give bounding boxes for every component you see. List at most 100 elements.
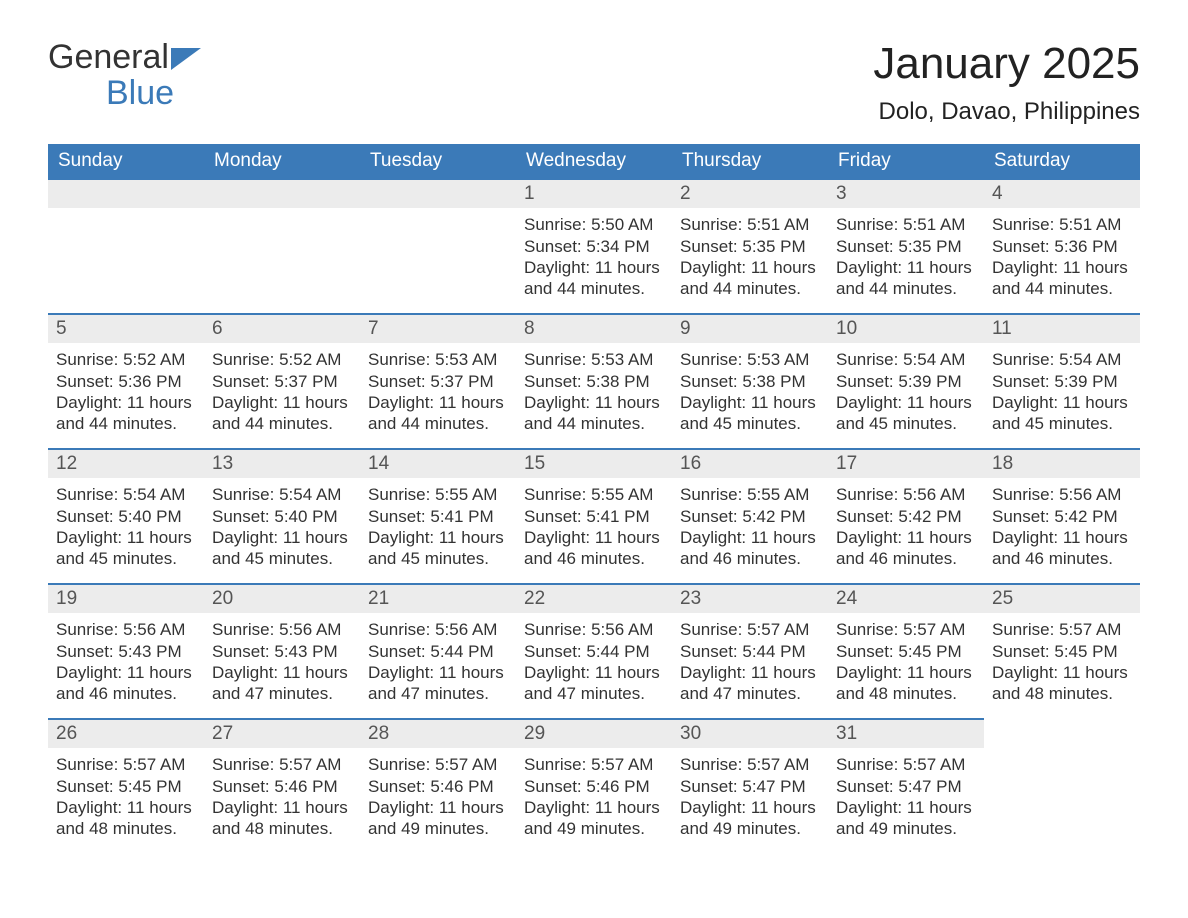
empty-day-strip bbox=[360, 180, 516, 208]
day-number: 27 bbox=[204, 720, 360, 748]
day-number: 25 bbox=[984, 585, 1140, 613]
calendar-day-cell: 4Sunrise: 5:51 AMSunset: 5:36 PMDaylight… bbox=[984, 179, 1140, 314]
day-details: Sunrise: 5:56 AMSunset: 5:43 PMDaylight:… bbox=[48, 613, 204, 718]
day-number: 10 bbox=[828, 315, 984, 343]
sunrise-line: Sunrise: 5:54 AM bbox=[992, 349, 1132, 370]
daylight-line: Daylight: 11 hours and 49 minutes. bbox=[368, 797, 508, 840]
calendar-table: SundayMondayTuesdayWednesdayThursdayFrid… bbox=[48, 144, 1140, 853]
calendar-day-cell: 1Sunrise: 5:50 AMSunset: 5:34 PMDaylight… bbox=[516, 179, 672, 314]
calendar-day-cell: 30Sunrise: 5:57 AMSunset: 5:47 PMDayligh… bbox=[672, 719, 828, 853]
calendar-empty-cell bbox=[984, 719, 1140, 853]
sunrise-line: Sunrise: 5:53 AM bbox=[368, 349, 508, 370]
day-number: 9 bbox=[672, 315, 828, 343]
calendar-body: 1Sunrise: 5:50 AMSunset: 5:34 PMDaylight… bbox=[48, 179, 1140, 853]
sunrise-line: Sunrise: 5:51 AM bbox=[992, 214, 1132, 235]
sunrise-line: Sunrise: 5:55 AM bbox=[368, 484, 508, 505]
sunrise-line: Sunrise: 5:57 AM bbox=[56, 754, 196, 775]
day-number: 30 bbox=[672, 720, 828, 748]
day-number: 1 bbox=[516, 180, 672, 208]
sunset-line: Sunset: 5:38 PM bbox=[680, 371, 820, 392]
daylight-line: Daylight: 11 hours and 46 minutes. bbox=[992, 527, 1132, 570]
title-block: January 2025 Dolo, Davao, Philippines bbox=[873, 40, 1140, 126]
calendar-day-cell: 28Sunrise: 5:57 AMSunset: 5:46 PMDayligh… bbox=[360, 719, 516, 853]
day-header: Thursday bbox=[672, 144, 828, 179]
sunrise-line: Sunrise: 5:51 AM bbox=[836, 214, 976, 235]
day-details: Sunrise: 5:51 AMSunset: 5:35 PMDaylight:… bbox=[828, 208, 984, 313]
day-details: Sunrise: 5:56 AMSunset: 5:42 PMDaylight:… bbox=[828, 478, 984, 583]
day-details: Sunrise: 5:51 AMSunset: 5:36 PMDaylight:… bbox=[984, 208, 1140, 313]
empty-day-strip bbox=[48, 180, 204, 208]
day-details: Sunrise: 5:54 AMSunset: 5:39 PMDaylight:… bbox=[984, 343, 1140, 448]
day-details: Sunrise: 5:56 AMSunset: 5:44 PMDaylight:… bbox=[516, 613, 672, 718]
sunset-line: Sunset: 5:47 PM bbox=[680, 776, 820, 797]
day-number: 29 bbox=[516, 720, 672, 748]
sunrise-line: Sunrise: 5:56 AM bbox=[836, 484, 976, 505]
sunrise-line: Sunrise: 5:50 AM bbox=[524, 214, 664, 235]
daylight-line: Daylight: 11 hours and 47 minutes. bbox=[680, 662, 820, 705]
day-number: 24 bbox=[828, 585, 984, 613]
sunrise-line: Sunrise: 5:57 AM bbox=[680, 754, 820, 775]
day-details: Sunrise: 5:57 AMSunset: 5:46 PMDaylight:… bbox=[204, 748, 360, 853]
brand-logo: General Blue bbox=[48, 40, 201, 110]
calendar-empty-cell bbox=[360, 179, 516, 314]
empty-day-strip bbox=[204, 180, 360, 208]
day-number: 15 bbox=[516, 450, 672, 478]
calendar-week-row: 1Sunrise: 5:50 AMSunset: 5:34 PMDaylight… bbox=[48, 179, 1140, 314]
day-number: 13 bbox=[204, 450, 360, 478]
daylight-line: Daylight: 11 hours and 48 minutes. bbox=[836, 662, 976, 705]
calendar-day-cell: 17Sunrise: 5:56 AMSunset: 5:42 PMDayligh… bbox=[828, 449, 984, 584]
calendar-day-cell: 5Sunrise: 5:52 AMSunset: 5:36 PMDaylight… bbox=[48, 314, 204, 449]
daylight-line: Daylight: 11 hours and 45 minutes. bbox=[680, 392, 820, 435]
day-header: Wednesday bbox=[516, 144, 672, 179]
day-details: Sunrise: 5:57 AMSunset: 5:47 PMDaylight:… bbox=[828, 748, 984, 853]
calendar-day-cell: 14Sunrise: 5:55 AMSunset: 5:41 PMDayligh… bbox=[360, 449, 516, 584]
sunrise-line: Sunrise: 5:57 AM bbox=[680, 619, 820, 640]
day-details: Sunrise: 5:55 AMSunset: 5:41 PMDaylight:… bbox=[516, 478, 672, 583]
daylight-line: Daylight: 11 hours and 46 minutes. bbox=[56, 662, 196, 705]
sunset-line: Sunset: 5:44 PM bbox=[368, 641, 508, 662]
calendar-day-cell: 3Sunrise: 5:51 AMSunset: 5:35 PMDaylight… bbox=[828, 179, 984, 314]
sunrise-line: Sunrise: 5:53 AM bbox=[680, 349, 820, 370]
day-header-row: SundayMondayTuesdayWednesdayThursdayFrid… bbox=[48, 144, 1140, 179]
day-details: Sunrise: 5:50 AMSunset: 5:34 PMDaylight:… bbox=[516, 208, 672, 313]
day-details: Sunrise: 5:57 AMSunset: 5:46 PMDaylight:… bbox=[516, 748, 672, 853]
daylight-line: Daylight: 11 hours and 44 minutes. bbox=[368, 392, 508, 435]
sunset-line: Sunset: 5:38 PM bbox=[524, 371, 664, 392]
calendar-day-cell: 13Sunrise: 5:54 AMSunset: 5:40 PMDayligh… bbox=[204, 449, 360, 584]
sunrise-line: Sunrise: 5:56 AM bbox=[524, 619, 664, 640]
sunset-line: Sunset: 5:45 PM bbox=[836, 641, 976, 662]
day-details: Sunrise: 5:53 AMSunset: 5:38 PMDaylight:… bbox=[516, 343, 672, 448]
sunset-line: Sunset: 5:39 PM bbox=[836, 371, 976, 392]
calendar-week-row: 5Sunrise: 5:52 AMSunset: 5:36 PMDaylight… bbox=[48, 314, 1140, 449]
sunset-line: Sunset: 5:37 PM bbox=[368, 371, 508, 392]
sunrise-line: Sunrise: 5:53 AM bbox=[524, 349, 664, 370]
calendar-empty-cell bbox=[204, 179, 360, 314]
brand-text: General Blue bbox=[48, 40, 201, 110]
sunset-line: Sunset: 5:47 PM bbox=[836, 776, 976, 797]
month-title: January 2025 bbox=[873, 40, 1140, 88]
sunset-line: Sunset: 5:46 PM bbox=[212, 776, 352, 797]
day-number: 4 bbox=[984, 180, 1140, 208]
calendar-day-cell: 19Sunrise: 5:56 AMSunset: 5:43 PMDayligh… bbox=[48, 584, 204, 719]
sunrise-line: Sunrise: 5:52 AM bbox=[56, 349, 196, 370]
sunset-line: Sunset: 5:36 PM bbox=[992, 236, 1132, 257]
day-number: 6 bbox=[204, 315, 360, 343]
sunset-line: Sunset: 5:35 PM bbox=[680, 236, 820, 257]
day-details: Sunrise: 5:57 AMSunset: 5:45 PMDaylight:… bbox=[48, 748, 204, 853]
daylight-line: Daylight: 11 hours and 45 minutes. bbox=[836, 392, 976, 435]
day-number: 16 bbox=[672, 450, 828, 478]
sunset-line: Sunset: 5:44 PM bbox=[680, 641, 820, 662]
calendar-day-cell: 12Sunrise: 5:54 AMSunset: 5:40 PMDayligh… bbox=[48, 449, 204, 584]
day-number: 8 bbox=[516, 315, 672, 343]
daylight-line: Daylight: 11 hours and 46 minutes. bbox=[836, 527, 976, 570]
daylight-line: Daylight: 11 hours and 45 minutes. bbox=[368, 527, 508, 570]
day-number: 23 bbox=[672, 585, 828, 613]
sunrise-line: Sunrise: 5:56 AM bbox=[212, 619, 352, 640]
calendar-day-cell: 22Sunrise: 5:56 AMSunset: 5:44 PMDayligh… bbox=[516, 584, 672, 719]
sunset-line: Sunset: 5:42 PM bbox=[680, 506, 820, 527]
daylight-line: Daylight: 11 hours and 49 minutes. bbox=[836, 797, 976, 840]
daylight-line: Daylight: 11 hours and 48 minutes. bbox=[992, 662, 1132, 705]
sunrise-line: Sunrise: 5:56 AM bbox=[56, 619, 196, 640]
calendar-day-cell: 9 Sunrise: 5:53 AMSunset: 5:38 PMDaylight… bbox=[672, 314, 828, 449]
day-details: Sunrise: 5:54 AMSunset: 5:39 PMDaylight:… bbox=[828, 343, 984, 448]
